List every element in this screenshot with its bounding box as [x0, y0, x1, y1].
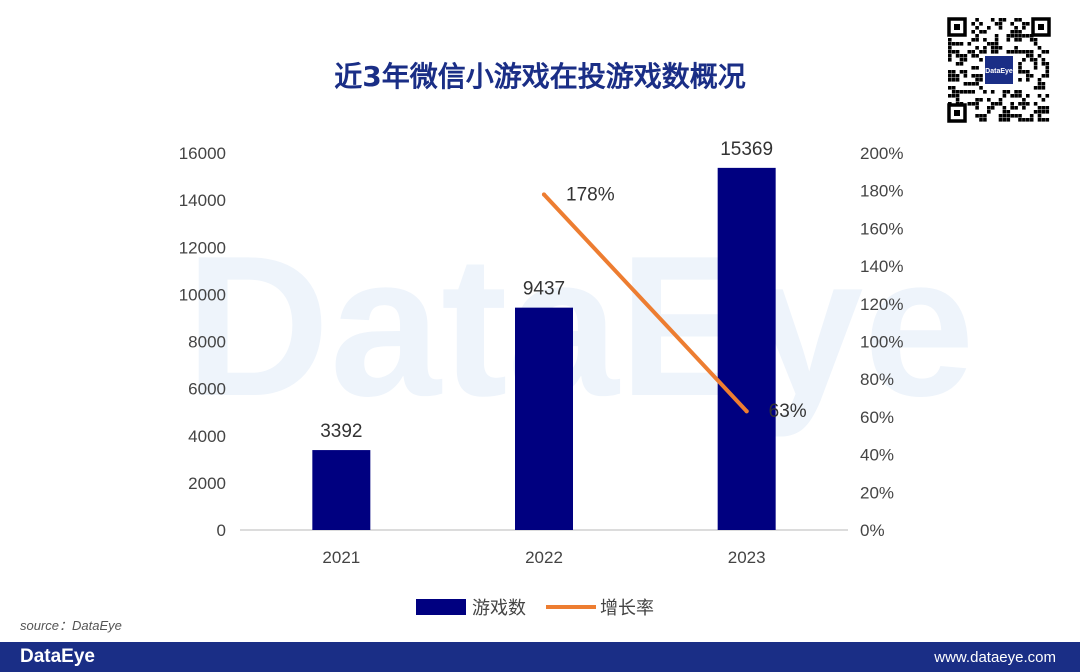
y-left-tick-label: 2000	[188, 474, 226, 493]
chart-title: 近3年微信小游戏在投游戏数概况	[334, 60, 746, 93]
x-tick-label: 2021	[322, 548, 360, 567]
y-left-tick-label: 0	[217, 521, 226, 540]
y-left-tick-label: 4000	[188, 427, 226, 446]
bar-data-label: 9437	[523, 279, 565, 300]
y-right-tick-label: 40%	[860, 446, 894, 465]
y-left-tick-label: 10000	[179, 285, 226, 304]
line-series	[542, 192, 749, 414]
line-data-label: 63%	[769, 401, 807, 422]
legend-label-bar: 游戏数	[472, 598, 526, 619]
line-data-label: 178%	[566, 184, 615, 205]
bar	[717, 167, 776, 531]
y-right-tick-label: 60%	[860, 408, 894, 427]
qr-logo: DataEye	[985, 68, 1013, 75]
legend-label-line: 增长率	[600, 598, 654, 619]
bar	[312, 450, 371, 530]
x-tick-label: 2023	[728, 548, 766, 567]
y-left-tick-label: 16000	[179, 144, 226, 163]
y-left-tick-label: 12000	[179, 238, 226, 257]
y-left-tick-label: 14000	[179, 191, 226, 210]
qr-code[interactable]: DataEye	[946, 16, 1052, 124]
watermark: DataEye	[185, 215, 974, 438]
y-right-tick-label: 80%	[860, 370, 894, 389]
y-right-tick-label: 0%	[860, 521, 885, 540]
y-right-tick-label: 180%	[860, 182, 903, 201]
line-point	[744, 409, 749, 414]
legend-swatch-bar	[416, 599, 466, 615]
y-left-tick-label: 6000	[188, 380, 226, 399]
footer-bar: DataEye www.dataeye.com	[0, 642, 1080, 672]
bar-data-label: 3392	[320, 421, 362, 442]
y-right-tick-label: 160%	[860, 219, 903, 238]
y-right-tick-label: 120%	[860, 295, 903, 314]
y-right-tick-label: 100%	[860, 333, 903, 352]
y-left-tick-label: 8000	[188, 333, 226, 352]
footer-logo[interactable]: DataEye	[20, 646, 95, 667]
bar	[515, 307, 573, 530]
footer-url[interactable]: www.dataeye.com	[934, 649, 1056, 666]
x-tick-label: 2022	[525, 548, 563, 567]
y-right-tick-label: 200%	[860, 144, 903, 163]
chart-area: DataEye 0 2000 4000 6000 8000 10000 12000 14000…	[179, 139, 975, 619]
y-right-tick-label: 140%	[860, 257, 903, 276]
bar-data-label: 15369	[720, 139, 773, 160]
y-right-tick-label: 20%	[860, 483, 894, 502]
line-point	[542, 192, 546, 197]
source-note: source：DataEye	[20, 618, 122, 633]
